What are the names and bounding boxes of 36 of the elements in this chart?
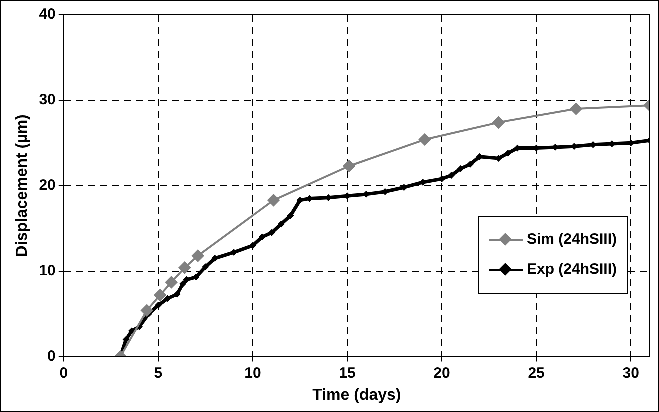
y-axis-title: Displacement (µm) <box>14 114 32 258</box>
point <box>297 198 303 204</box>
x-tick-label: 20 <box>434 364 450 382</box>
x-tick-label: 15 <box>339 364 356 382</box>
y-tick-label: 20 <box>39 177 56 194</box>
point <box>156 302 162 308</box>
point <box>166 276 178 288</box>
point <box>231 250 237 256</box>
point <box>420 180 426 186</box>
point <box>468 162 474 168</box>
y-tick-label: 40 <box>39 6 56 24</box>
point <box>419 134 432 146</box>
y-tick-label: 30 <box>39 92 56 109</box>
x-axis-title: Time (days) <box>312 386 402 404</box>
point <box>268 194 280 206</box>
point <box>154 289 166 302</box>
point <box>141 304 154 317</box>
point <box>343 160 356 172</box>
point <box>505 150 511 156</box>
point <box>178 262 191 274</box>
point <box>192 250 204 262</box>
y-tick-label: 0 <box>48 348 56 365</box>
point <box>439 176 445 182</box>
x-tick-label: 0 <box>60 364 68 382</box>
x-tick-label: 10 <box>244 364 262 382</box>
x-tick-label: 30 <box>622 364 640 382</box>
legend-label: Sim (24hSIII) <box>526 230 617 250</box>
point <box>212 256 218 262</box>
x-tick-label: 5 <box>154 364 163 382</box>
point <box>250 242 256 248</box>
point <box>180 281 186 287</box>
y-tick-label: 10 <box>39 262 56 280</box>
x-tick-label: 25 <box>528 364 545 382</box>
point <box>570 102 582 115</box>
point <box>492 116 505 129</box>
legend-label: Exp (24hSIII) <box>526 260 617 280</box>
